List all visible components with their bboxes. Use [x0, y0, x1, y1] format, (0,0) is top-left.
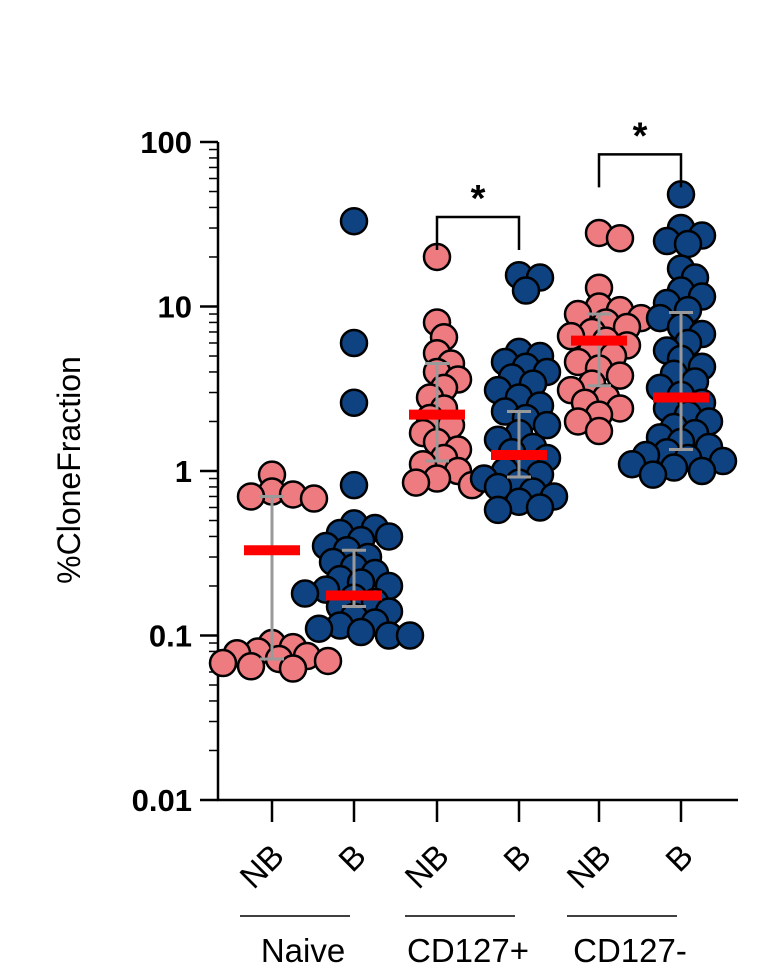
- data-point: [511, 276, 541, 305]
- data-point: [339, 206, 369, 236]
- x-category-label: NB: [559, 837, 618, 896]
- data-point: [236, 652, 266, 681]
- data-point: [346, 617, 376, 647]
- data-point: [638, 460, 668, 489]
- y-tick-label: 0.1: [149, 619, 192, 654]
- y-axis-title: %CloneFraction: [51, 356, 87, 584]
- data-point: [374, 522, 404, 551]
- data-points: [208, 180, 738, 683]
- y-tick-label: 100: [140, 125, 192, 160]
- x-category-label: B: [658, 837, 700, 879]
- data-point: [278, 654, 308, 683]
- axes: [200, 140, 738, 822]
- significance-bracket: [597, 153, 683, 188]
- data-point: [687, 456, 717, 486]
- x-category-label: NB: [397, 837, 456, 896]
- median-and-error-bars: [244, 310, 709, 661]
- group-label: CD127+: [407, 932, 529, 969]
- y-tick-label: 0.01: [132, 783, 192, 818]
- data-point: [483, 495, 513, 525]
- y-tick-label: 1: [175, 454, 192, 489]
- data-point: [532, 410, 562, 440]
- y-tick-label: 10: [158, 290, 192, 325]
- data-point: [584, 416, 614, 446]
- data-point: [299, 484, 329, 513]
- data-point: [605, 223, 635, 253]
- data-point: [395, 621, 425, 650]
- data-point: [304, 614, 334, 643]
- data-point: [401, 468, 431, 497]
- significance-star: *: [471, 178, 486, 220]
- group-label: CD127-: [573, 932, 687, 969]
- data-point: [313, 646, 343, 676]
- x-category-label: B: [331, 837, 373, 879]
- group-label: Naive: [261, 932, 345, 969]
- data-point: [339, 388, 369, 417]
- data-point: [290, 579, 320, 608]
- data-point: [525, 493, 555, 522]
- significance-bracket: [435, 215, 521, 250]
- x-category-label: B: [496, 837, 538, 879]
- x-category-label: NB: [232, 837, 291, 896]
- significance-star: *: [633, 115, 648, 157]
- data-point: [339, 328, 369, 358]
- data-point: [673, 229, 703, 259]
- data-point: [208, 648, 238, 678]
- data-point: [605, 361, 635, 390]
- significance-annotations: **: [435, 115, 683, 250]
- data-point: [339, 470, 369, 500]
